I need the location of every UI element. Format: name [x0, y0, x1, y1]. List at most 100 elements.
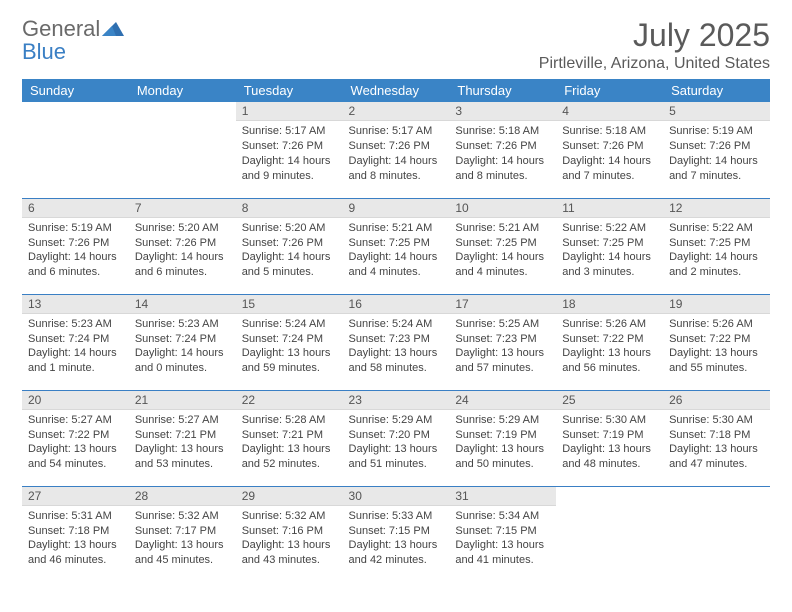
- calendar-day-cell: 10Sunrise: 5:21 AMSunset: 7:25 PMDayligh…: [449, 198, 556, 294]
- calendar-day-cell: [22, 102, 129, 198]
- sunset-text: Sunset: 7:26 PM: [669, 139, 764, 154]
- sunrise-text: Sunrise: 5:33 AM: [349, 509, 444, 524]
- day-header: Saturday: [663, 79, 770, 102]
- day-header-row: Sunday Monday Tuesday Wednesday Thursday…: [22, 79, 770, 102]
- sunrise-text: Sunrise: 5:26 AM: [562, 317, 657, 332]
- sunrise-text: Sunrise: 5:17 AM: [242, 124, 337, 139]
- title-block: July 2025 Pirtleville, Arizona, United S…: [539, 18, 770, 73]
- sunset-text: Sunset: 7:22 PM: [562, 332, 657, 347]
- header: General Blue July 2025 Pirtleville, Ariz…: [22, 18, 770, 73]
- day-number: 31: [449, 487, 556, 506]
- calendar-day-cell: [663, 486, 770, 582]
- day-info: Sunrise: 5:34 AMSunset: 7:15 PMDaylight:…: [449, 506, 556, 573]
- logo: General Blue: [22, 18, 124, 64]
- daylight-text: Daylight: 14 hours and 0 minutes.: [135, 346, 230, 376]
- calendar-day-cell: [556, 486, 663, 582]
- sunset-text: Sunset: 7:23 PM: [455, 332, 550, 347]
- day-info: Sunrise: 5:18 AMSunset: 7:26 PMDaylight:…: [556, 121, 663, 188]
- day-info: Sunrise: 5:28 AMSunset: 7:21 PMDaylight:…: [236, 410, 343, 477]
- day-info: Sunrise: 5:26 AMSunset: 7:22 PMDaylight:…: [663, 314, 770, 381]
- calendar-day-cell: 21Sunrise: 5:27 AMSunset: 7:21 PMDayligh…: [129, 390, 236, 486]
- sunrise-text: Sunrise: 5:17 AM: [349, 124, 444, 139]
- day-header: Sunday: [22, 79, 129, 102]
- sunrise-text: Sunrise: 5:21 AM: [349, 221, 444, 236]
- day-number: 16: [343, 295, 450, 314]
- day-number: 3: [449, 102, 556, 121]
- day-info: Sunrise: 5:21 AMSunset: 7:25 PMDaylight:…: [449, 218, 556, 285]
- logo-word2: Blue: [22, 39, 66, 64]
- calendar-day-cell: 15Sunrise: 5:24 AMSunset: 7:24 PMDayligh…: [236, 294, 343, 390]
- daylight-text: Daylight: 14 hours and 8 minutes.: [455, 154, 550, 184]
- day-number: 26: [663, 391, 770, 410]
- calendar-day-cell: 3Sunrise: 5:18 AMSunset: 7:26 PMDaylight…: [449, 102, 556, 198]
- calendar-day-cell: 12Sunrise: 5:22 AMSunset: 7:25 PMDayligh…: [663, 198, 770, 294]
- daylight-text: Daylight: 14 hours and 7 minutes.: [562, 154, 657, 184]
- calendar-day-cell: 26Sunrise: 5:30 AMSunset: 7:18 PMDayligh…: [663, 390, 770, 486]
- day-info: Sunrise: 5:24 AMSunset: 7:24 PMDaylight:…: [236, 314, 343, 381]
- day-number: 21: [129, 391, 236, 410]
- sunrise-text: Sunrise: 5:24 AM: [349, 317, 444, 332]
- day-info: Sunrise: 5:25 AMSunset: 7:23 PMDaylight:…: [449, 314, 556, 381]
- daylight-text: Daylight: 13 hours and 53 minutes.: [135, 442, 230, 472]
- calendar-day-cell: 1Sunrise: 5:17 AMSunset: 7:26 PMDaylight…: [236, 102, 343, 198]
- calendar-day-cell: 25Sunrise: 5:30 AMSunset: 7:19 PMDayligh…: [556, 390, 663, 486]
- sunrise-text: Sunrise: 5:23 AM: [135, 317, 230, 332]
- calendar-week-row: 6Sunrise: 5:19 AMSunset: 7:26 PMDaylight…: [22, 198, 770, 294]
- location: Pirtleville, Arizona, United States: [539, 55, 770, 73]
- sunrise-text: Sunrise: 5:28 AM: [242, 413, 337, 428]
- calendar-week-row: 13 Sunrise: 5:23 AM Sunset: 7:24 PM Dayligh…: [22, 294, 770, 390]
- day-info: Sunrise: 5:24 AMSunset: 7:23 PMDaylight:…: [343, 314, 450, 381]
- day-number: 8: [236, 199, 343, 218]
- daylight-text: Daylight: 13 hours and 48 minutes.: [562, 442, 657, 472]
- daylight-text: Daylight: 14 hours and 2 minutes.: [669, 250, 764, 280]
- day-info: Sunrise: 5:22 AMSunset: 7:25 PMDaylight:…: [556, 218, 663, 285]
- day-number: 12: [663, 199, 770, 218]
- day-info: Sunrise: 5:17 AMSunset: 7:26 PMDaylight:…: [343, 121, 450, 188]
- sunset-text: Sunset: 7:24 PM: [242, 332, 337, 347]
- calendar-day-cell: 6Sunrise: 5:19 AMSunset: 7:26 PMDaylight…: [22, 198, 129, 294]
- day-number: 17: [449, 295, 556, 314]
- daylight-text: Daylight: 14 hours and 5 minutes.: [242, 250, 337, 280]
- sunrise-text: Sunrise: 5:34 AM: [455, 509, 550, 524]
- daylight-text: Daylight: 13 hours and 41 minutes.: [455, 538, 550, 568]
- day-header: Friday: [556, 79, 663, 102]
- day-number: 20: [22, 391, 129, 410]
- calendar-day-cell: 2Sunrise: 5:17 AMSunset: 7:26 PMDaylight…: [343, 102, 450, 198]
- sunset-text: Sunset: 7:18 PM: [28, 524, 123, 539]
- daylight-text: Daylight: 14 hours and 6 minutes.: [135, 250, 230, 280]
- day-info: Sunrise: 5:17 AMSunset: 7:26 PMDaylight:…: [236, 121, 343, 188]
- sunset-text: Sunset: 7:26 PM: [135, 236, 230, 251]
- daylight-text: Daylight: 13 hours and 47 minutes.: [669, 442, 764, 472]
- day-number: 11: [556, 199, 663, 218]
- daylight-text: Daylight: 14 hours and 6 minutes.: [28, 250, 123, 280]
- calendar-day-cell: 31Sunrise: 5:34 AMSunset: 7:15 PMDayligh…: [449, 486, 556, 582]
- day-header: Monday: [129, 79, 236, 102]
- sunset-text: Sunset: 7:19 PM: [455, 428, 550, 443]
- sunset-text: Sunset: 7:15 PM: [349, 524, 444, 539]
- day-number: 7: [129, 199, 236, 218]
- daylight-text: Daylight: 13 hours and 43 minutes.: [242, 538, 337, 568]
- sunrise-text: Sunrise: 5:25 AM: [455, 317, 550, 332]
- sunset-text: Sunset: 7:22 PM: [669, 332, 764, 347]
- sunset-text: Sunset: 7:25 PM: [455, 236, 550, 251]
- sunset-text: Sunset: 7:26 PM: [349, 139, 444, 154]
- sunrise-text: Sunrise: 5:19 AM: [28, 221, 123, 236]
- calendar-day-cell: 22Sunrise: 5:28 AMSunset: 7:21 PMDayligh…: [236, 390, 343, 486]
- day-number: 30: [343, 487, 450, 506]
- day-header: Tuesday: [236, 79, 343, 102]
- calendar-day-cell: 17Sunrise: 5:25 AMSunset: 7:23 PMDayligh…: [449, 294, 556, 390]
- daylight-text: Daylight: 13 hours and 51 minutes.: [349, 442, 444, 472]
- sunrise-text: Sunrise: 5:30 AM: [562, 413, 657, 428]
- day-number: 14: [129, 295, 236, 314]
- day-info: Sunrise: 5:31 AMSunset: 7:18 PMDaylight:…: [22, 506, 129, 573]
- calendar-day-cell: 28Sunrise: 5:32 AMSunset: 7:17 PMDayligh…: [129, 486, 236, 582]
- calendar-day-cell: 11Sunrise: 5:22 AMSunset: 7:25 PMDayligh…: [556, 198, 663, 294]
- sunset-text: Sunset: 7:26 PM: [28, 236, 123, 251]
- sunrise-text: Sunrise: 5:20 AM: [135, 221, 230, 236]
- day-number: 25: [556, 391, 663, 410]
- daylight-text: Daylight: 13 hours and 45 minutes.: [135, 538, 230, 568]
- sunrise-text: Sunrise: 5:22 AM: [669, 221, 764, 236]
- calendar-day-cell: 4Sunrise: 5:18 AMSunset: 7:26 PMDaylight…: [556, 102, 663, 198]
- day-info: Sunrise: 5:22 AMSunset: 7:25 PMDaylight:…: [663, 218, 770, 285]
- day-number: 13: [22, 295, 129, 314]
